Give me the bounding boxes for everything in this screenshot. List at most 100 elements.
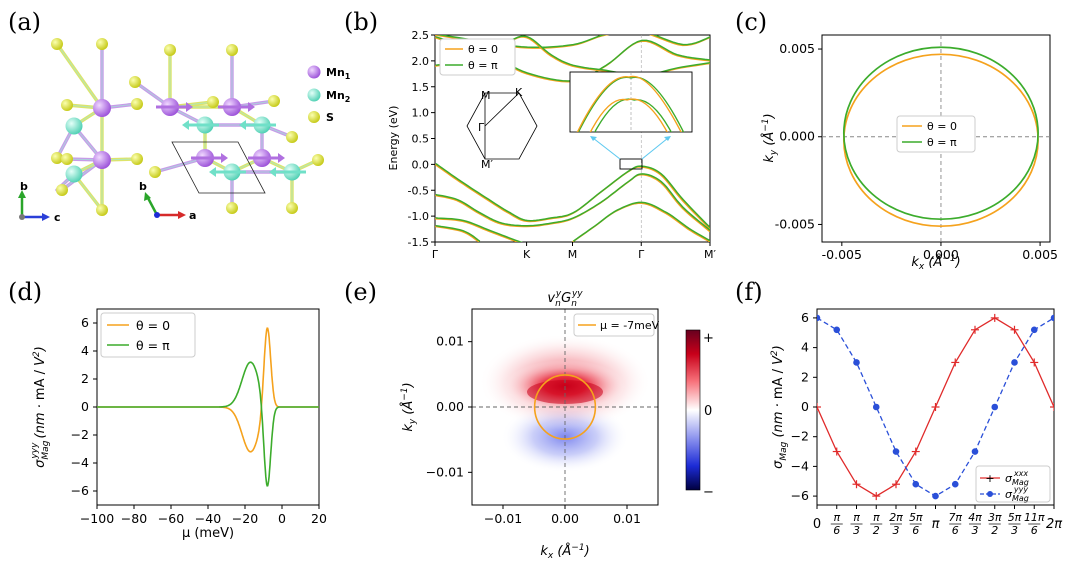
zoom-lower-band-0: [589, 98, 668, 132]
sigma-ytick-label: 0: [81, 399, 89, 414]
theta-marker-yyy: [872, 403, 880, 411]
band-ytick-label: -1.5: [408, 236, 429, 249]
colorbar-minus: −: [703, 485, 714, 500]
s-atom: [129, 76, 141, 88]
theta-xtick-denominator: 3: [853, 524, 860, 537]
band-curve-thetapi: [435, 173, 710, 232]
band-curve-theta0: [435, 217, 520, 242]
band-zoom-curves: [576, 72, 685, 132]
atom-bond-highlight: [56, 43, 103, 109]
sigma-xlabel: μ (meV): [182, 526, 234, 541]
brillouin-zone-inset: M K Γ M′: [466, 86, 538, 171]
sigma-curve-thetapi: [97, 361, 319, 487]
s-atom: [164, 44, 176, 56]
band-ylabel: Energy (eV): [387, 106, 400, 171]
band-ytick-label: 1.0: [412, 107, 430, 120]
bz-label-k: K: [515, 86, 523, 99]
band-curve-thetapi: [435, 224, 481, 242]
contour-xtick-label: 0.000: [923, 247, 959, 262]
zoom-arrowhead-left: [590, 136, 597, 141]
zoom-arrow-left: [592, 137, 621, 160]
s-atom: [286, 202, 298, 214]
sigma-ytick-label: 2: [81, 371, 89, 386]
axes-origin: [19, 214, 25, 220]
contour-legend-theta0: θ = 0: [927, 120, 957, 133]
mn2-legend-icon: [307, 88, 321, 102]
band-xtick-label: Γ: [638, 248, 645, 261]
magnetic-moment-arrowhead: [182, 120, 189, 130]
theta-ytick-label: 4: [801, 340, 809, 355]
colorbar-zero: 0: [704, 404, 712, 419]
theta-legend: [975, 465, 1051, 503]
sigma-legend-thetapi: θ = π: [136, 338, 170, 353]
theta-marker-yyy: [892, 448, 900, 455]
b-axis-label-2: b: [139, 180, 147, 193]
sigma-ytick-label: 4: [81, 343, 89, 358]
heatmap-ytick-label: 0.00: [436, 399, 464, 414]
theta-xtick-denominator: 2: [991, 524, 998, 537]
bz-label-gamma: Γ: [478, 121, 485, 134]
theta-xtick-numerator: 7π: [948, 511, 962, 524]
band-legend: [439, 38, 516, 76]
sigma-xtick-label: −100: [80, 511, 114, 526]
theta-xtick-numerator: 2π: [889, 511, 903, 524]
sigma-ytick-label: −6: [71, 483, 89, 498]
structure-legend: Mn1 Mn2 S: [307, 65, 351, 124]
band-ticks: -1.5 -1.0 -0.5 0.0 0.5 1.0 1.5 2.0 2.5 Γ K M Γ M′: [408, 29, 717, 261]
heatmap-fermi-circle: [533, 374, 597, 440]
panel-label-e: (e): [344, 278, 377, 306]
mn2-atom: [65, 165, 83, 183]
theta-marker-yyy: [951, 480, 959, 488]
a-axis-label: a: [189, 209, 196, 222]
mn1-atom: [93, 151, 111, 169]
magnetic-moment-arrowhead: [278, 153, 285, 163]
s-atom: [312, 154, 324, 166]
theta-xtick-numerator: π: [833, 511, 840, 524]
sigma-xtick-label: −60: [158, 511, 184, 526]
s-atom: [61, 99, 73, 111]
s-atom: [56, 184, 68, 196]
a-axis-arrowhead: [178, 211, 186, 219]
contour-xlabel: kx (Å−1): [911, 254, 960, 272]
theta-xtick-label: π: [932, 517, 940, 532]
theta-xtick-numerator: 4π: [968, 511, 982, 524]
contour-ylabel: ky (Å−1): [761, 113, 779, 162]
theta-marker-yyy: [853, 359, 860, 366]
c-axis-label: c: [54, 211, 61, 224]
theta-marker-yyy: [1050, 314, 1054, 322]
theta-ytick-label: −6: [791, 488, 809, 503]
band-legend-thetapi: θ = π: [468, 59, 498, 72]
sigma-ytick-label: 6: [81, 315, 89, 330]
band-curve-thetapi: [435, 162, 710, 229]
band-ytick-label: 2.0: [412, 55, 430, 68]
bz-path-diagonal: [484, 92, 520, 127]
magnetic-moment-arrowhead: [248, 102, 255, 112]
contour-ticks: -0.005 0.000 0.005 -0.005 0.000 0.005: [775, 41, 1058, 262]
sigma-xtick-label: −40: [195, 511, 221, 526]
theta-xtick-denominator: 6: [952, 524, 959, 537]
sigma-xtick-label: −20: [232, 511, 258, 526]
theta-legend-marker-yyy: [987, 491, 993, 497]
theta-ytick-label: −2: [791, 429, 809, 444]
band-ytick-label: 2.5: [412, 29, 430, 42]
mn2-legend-label: Mn2: [326, 89, 350, 104]
magnetic-moment-arrowhead: [239, 120, 246, 130]
s-legend-icon: [308, 111, 320, 123]
s-atom: [61, 153, 73, 165]
band-curve-thetapi: [572, 201, 710, 242]
magnetic-moment-arrowhead: [209, 167, 216, 177]
bz-label-mprime: M′: [481, 158, 493, 171]
sigma-curves: [97, 327, 319, 487]
zoom-upper-band-0: [576, 75, 682, 132]
s-atom: [149, 166, 161, 178]
theta-marker-yyy: [1030, 326, 1038, 334]
sigma-xtick-label: 20: [311, 511, 327, 526]
theta-legend-xxx: σMagxxx: [1005, 469, 1029, 487]
contour-circle-1: [842, 46, 1039, 221]
heatmap-chart: vnyGnyy −0.01 0.00 0.01 −0.01 0.00 0.01 kx (Å…: [400, 289, 714, 561]
heatmap-xtick-label: 0.01: [613, 511, 641, 526]
theta-xtick-numerator: 5π: [909, 511, 923, 524]
mn1-legend-label: Mn1: [326, 66, 351, 81]
colorbar-plus: +: [703, 331, 714, 346]
